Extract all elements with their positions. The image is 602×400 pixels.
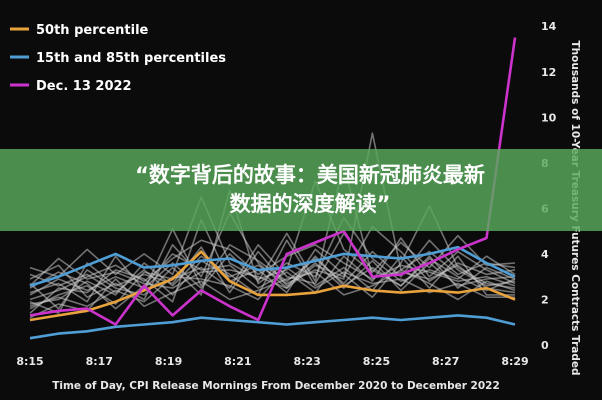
y-tick-label: 2	[541, 293, 549, 306]
series-line-2	[29, 245, 516, 288]
background-line-1	[29, 239, 516, 301]
x-tick-label: 8:17	[86, 355, 113, 368]
headline-line-1: “数字背后的故事：美国新冠肺炎最新	[135, 163, 485, 187]
x-tick-label: 8:23	[293, 355, 320, 368]
legend-label: 50th percentile	[36, 23, 149, 38]
x-tick-label: 8:27	[432, 355, 459, 368]
legend: 50th percentile 15th and 85th percentiles…	[10, 23, 226, 94]
x-axis-ticks: 8:15 8:17 8:19 8:21 8:23 8:25 8:27 8:29	[16, 355, 528, 368]
y-tick-label: 4	[541, 248, 549, 261]
y-tick-label: 14	[541, 20, 557, 33]
x-axis-label: Time of Day, CPI Release Mornings From D…	[52, 380, 500, 392]
x-tick-label: 8:21	[224, 355, 251, 368]
x-tick-label: 8:25	[363, 355, 390, 368]
series-line-4	[29, 37, 517, 326]
y-tick-label: 0	[541, 339, 549, 352]
x-tick-label: 8:19	[155, 355, 182, 368]
highlighted-series	[29, 37, 517, 340]
y-tick-label: 10	[541, 111, 557, 124]
headline-line-2: 数据的深度解读”	[229, 192, 391, 216]
series-line-3	[29, 314, 516, 340]
x-tick-label: 8:15	[16, 355, 43, 368]
background-line-8	[29, 189, 516, 310]
series-line-1	[29, 250, 516, 322]
legend-label: 15th and 85th percentiles	[36, 51, 226, 66]
x-tick-label: 8:29	[501, 355, 528, 368]
background-line-12	[29, 164, 516, 296]
background-line-6	[29, 228, 516, 303]
headline-text: “数字背后的故事：美国新冠肺炎最新 数据的深度解读”	[60, 161, 560, 219]
legend-label: Dec. 13 2022	[36, 79, 132, 94]
y-tick-label: 12	[541, 66, 556, 79]
headline-banner: “数字背后的故事：美国新冠肺炎最新 数据的深度解读”	[0, 149, 602, 231]
background-line-13	[29, 132, 516, 296]
